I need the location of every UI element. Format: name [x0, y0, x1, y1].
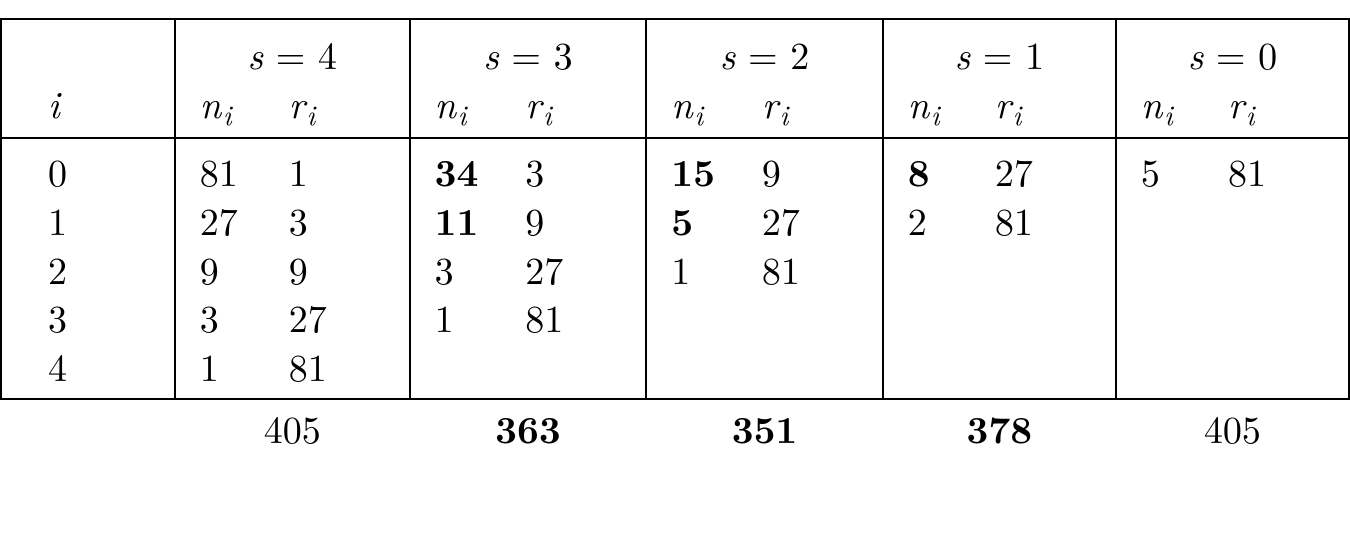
header-n-1: ni: [883, 79, 995, 139]
cell-n: 15: [646, 138, 762, 196]
row-index: 1: [1, 196, 175, 245]
cell-r: 81: [289, 342, 410, 400]
cell-n: 3: [175, 293, 289, 342]
cell-n: 1: [646, 245, 762, 294]
header-s1: s = 1: [883, 19, 1116, 79]
header-n-0: ni: [1116, 79, 1228, 139]
cell-r: [995, 342, 1116, 400]
cell-n: [883, 245, 995, 294]
cell-n: [883, 342, 995, 400]
row-index: 4: [1, 342, 175, 400]
cell-n: [646, 293, 762, 342]
row-index: 0: [1, 138, 175, 196]
cell-r: 9: [289, 245, 410, 294]
table-row: 4181: [1, 342, 1349, 400]
header-n-4: ni: [175, 79, 289, 139]
cell-n: 34: [410, 138, 526, 196]
header-s4: s = 4: [175, 19, 410, 79]
cell-r: [762, 293, 883, 342]
cell-n: [1116, 342, 1228, 400]
cell-r: 3: [289, 196, 410, 245]
cell-n: 9: [175, 245, 289, 294]
cell-n: [1116, 196, 1228, 245]
header-r-2: ri: [762, 79, 883, 139]
cell-r: [1228, 196, 1349, 245]
header-s3: s = 3: [410, 19, 647, 79]
table-row: 3327181: [1, 293, 1349, 342]
cell-n: 1: [410, 293, 526, 342]
cell-r: [762, 342, 883, 400]
cell-r: 81: [1228, 138, 1349, 196]
cell-r: [995, 293, 1116, 342]
cell-n: 81: [175, 138, 289, 196]
cell-n: [1116, 293, 1228, 342]
cell-n: 3: [410, 245, 526, 294]
total-s4: 405: [175, 399, 410, 453]
header-n-3: ni: [410, 79, 526, 139]
cell-n: [883, 293, 995, 342]
header-r-3: ri: [525, 79, 646, 139]
row-index: 2: [1, 245, 175, 294]
cell-r: 9: [762, 138, 883, 196]
header-s0: s = 0: [1116, 19, 1349, 79]
cell-r: [1228, 245, 1349, 294]
cell-n: 27: [175, 196, 289, 245]
cell-n: 5: [646, 196, 762, 245]
cell-r: [995, 245, 1116, 294]
cell-r: 27: [762, 196, 883, 245]
cell-n: 8: [883, 138, 995, 196]
cell-n: [1116, 245, 1228, 294]
header-r-0: ri: [1228, 79, 1349, 139]
header-n-2: ni: [646, 79, 762, 139]
total-s3: 363: [410, 399, 647, 453]
header-i: i: [1, 79, 175, 139]
cell-n: 1: [175, 342, 289, 400]
cell-r: [525, 342, 646, 400]
cell-r: [1228, 293, 1349, 342]
data-table: s = 4 s = 3 s = 2 s = 1 s = 0 i ni ri ni…: [0, 18, 1350, 453]
header-s2: s = 2: [646, 19, 883, 79]
cell-r: 9: [525, 196, 646, 245]
cell-r: 81: [525, 293, 646, 342]
total-s2: 351: [646, 399, 883, 453]
cell-r: 27: [525, 245, 646, 294]
cell-n: [646, 342, 762, 400]
table-row: 299327181: [1, 245, 1349, 294]
cell-r: 27: [995, 138, 1116, 196]
cell-r: 81: [995, 196, 1116, 245]
totals-blank: [1, 399, 175, 453]
cell-r: 27: [289, 293, 410, 342]
header-r-4: ri: [289, 79, 410, 139]
total-s1: 378: [883, 399, 1116, 453]
header-r-1: ri: [995, 79, 1116, 139]
cell-r: [1228, 342, 1349, 400]
cell-n: [410, 342, 526, 400]
table-row: 1273119527281: [1, 196, 1349, 245]
cell-n: 11: [410, 196, 526, 245]
row-index: 3: [1, 293, 175, 342]
cell-n: 5: [1116, 138, 1228, 196]
cell-r: 3: [525, 138, 646, 196]
header-blank: [1, 19, 175, 79]
total-s0: 405: [1116, 399, 1349, 453]
table-row: 0811343159827581: [1, 138, 1349, 196]
cell-r: 81: [762, 245, 883, 294]
cell-r: 1: [289, 138, 410, 196]
cell-n: 2: [883, 196, 995, 245]
